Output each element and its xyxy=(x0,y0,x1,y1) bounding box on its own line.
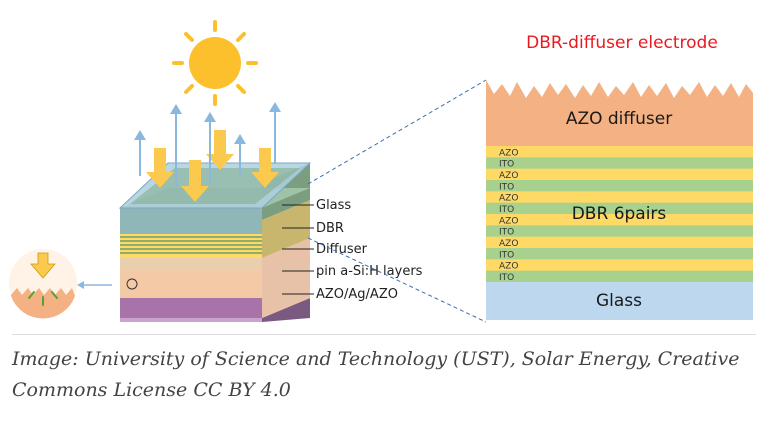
dbr-layer-ito xyxy=(486,180,753,192)
azo-diffuser-layer xyxy=(486,80,753,146)
dbr-layer-ito xyxy=(486,248,753,260)
label-diffuser: Diffuser xyxy=(316,242,368,257)
dbr-layer-label: AZO xyxy=(499,216,518,226)
dbr-layer-ito xyxy=(486,157,753,170)
diagram-title: DBR-diffuser electrode xyxy=(526,33,718,53)
dbr-layer-azo xyxy=(486,259,753,272)
dbr-layer-label: AZO xyxy=(499,194,518,204)
dbr-layer-label: AZO xyxy=(499,171,518,181)
label-pin-layers: pin a-Si:H layers xyxy=(316,264,423,279)
dbr-layer-label: ITO xyxy=(499,228,514,238)
image-caption: Image: University of Science and Technol… xyxy=(12,348,740,401)
dbr-layer-label: ITO xyxy=(499,160,514,170)
solar-cell-stack xyxy=(118,162,312,322)
dbr-layer-ito xyxy=(486,202,753,215)
dbr-layer-azo xyxy=(486,236,753,249)
dbr-layer-label: ITO xyxy=(499,273,514,283)
scatter-detail-icon xyxy=(9,249,112,319)
dbr-layer-label: AZO xyxy=(499,262,518,272)
zoom-panel: AZO diffuser AZOITOAZOITOAZOITOAZOITOAZO… xyxy=(486,80,753,320)
dbr-layer-ito xyxy=(486,225,753,238)
label-electrode: AZO/Ag/AZO xyxy=(316,287,398,302)
dbr-pairs-label: DBR 6pairs xyxy=(572,204,667,224)
dbr-layer-label: AZO xyxy=(499,148,518,158)
dbr-layer-azo xyxy=(486,191,753,204)
label-glass: Glass xyxy=(316,198,351,213)
dbr-layer-ito xyxy=(486,270,753,283)
dbr-layer-azo xyxy=(486,146,753,158)
glass-layer xyxy=(486,282,753,320)
solar-cell-diagram: Glass DBR Diffuser pin a-Si:H layers AZO… xyxy=(9,20,753,323)
zoom-lines xyxy=(307,79,487,323)
dbr-layer-label: ITO xyxy=(499,250,514,260)
glass-layer-label: Glass xyxy=(596,291,642,311)
caption-divider xyxy=(12,334,756,335)
sun-icon xyxy=(172,20,258,106)
label-leaders xyxy=(282,204,314,295)
reflected-light-arrows xyxy=(134,102,281,186)
dbr-layer-azo xyxy=(486,168,753,181)
incident-light-arrows xyxy=(146,130,279,202)
azo-diffuser-label: AZO diffuser xyxy=(566,109,672,129)
label-dbr: DBR xyxy=(316,221,344,236)
dbr-layer-label: ITO xyxy=(499,205,514,215)
dbr-layer-azo xyxy=(486,214,753,226)
dbr-layer-label: AZO xyxy=(499,239,518,249)
dbr-layer-label: ITO xyxy=(499,182,514,192)
